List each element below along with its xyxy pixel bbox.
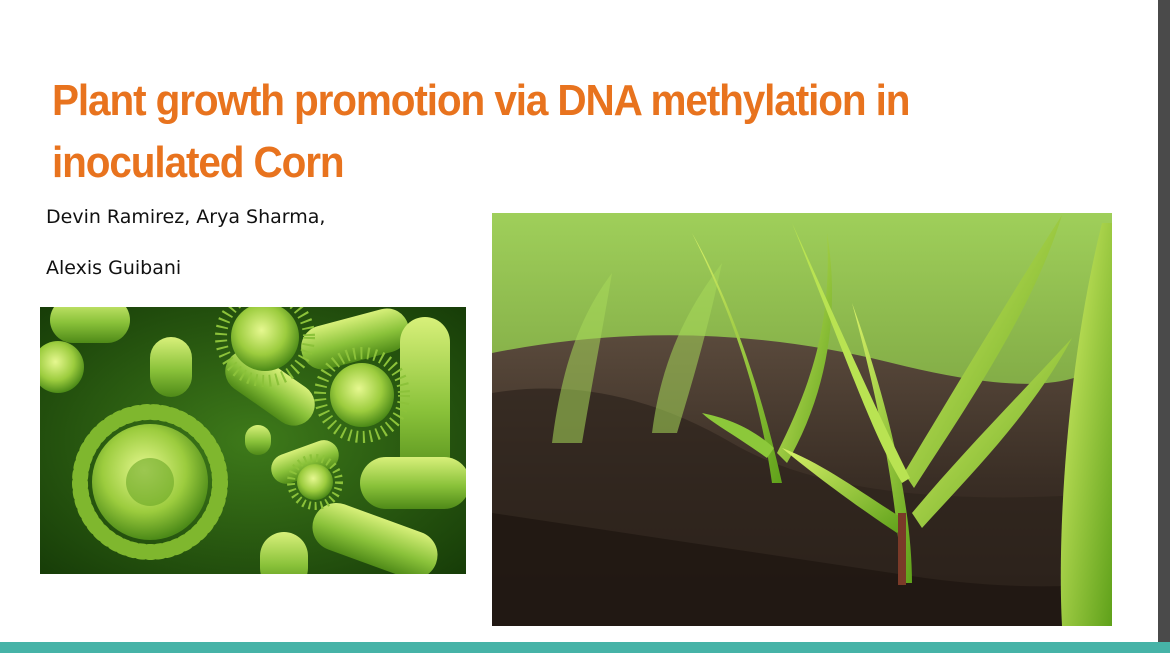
bacteria-image [40, 307, 466, 574]
authors-line-2: Alexis Guibani [46, 257, 182, 279]
presentation-slide: Plant growth promotion via DNA methylati… [0, 0, 1158, 642]
corn-seedlings-image [492, 213, 1112, 626]
slide-title: Plant growth promotion via DNA methylati… [52, 76, 911, 187]
window-edge [1158, 0, 1170, 653]
authors-line-1: Devin Ramirez, Arya Sharma, [46, 206, 326, 228]
accent-strip [0, 642, 1170, 653]
